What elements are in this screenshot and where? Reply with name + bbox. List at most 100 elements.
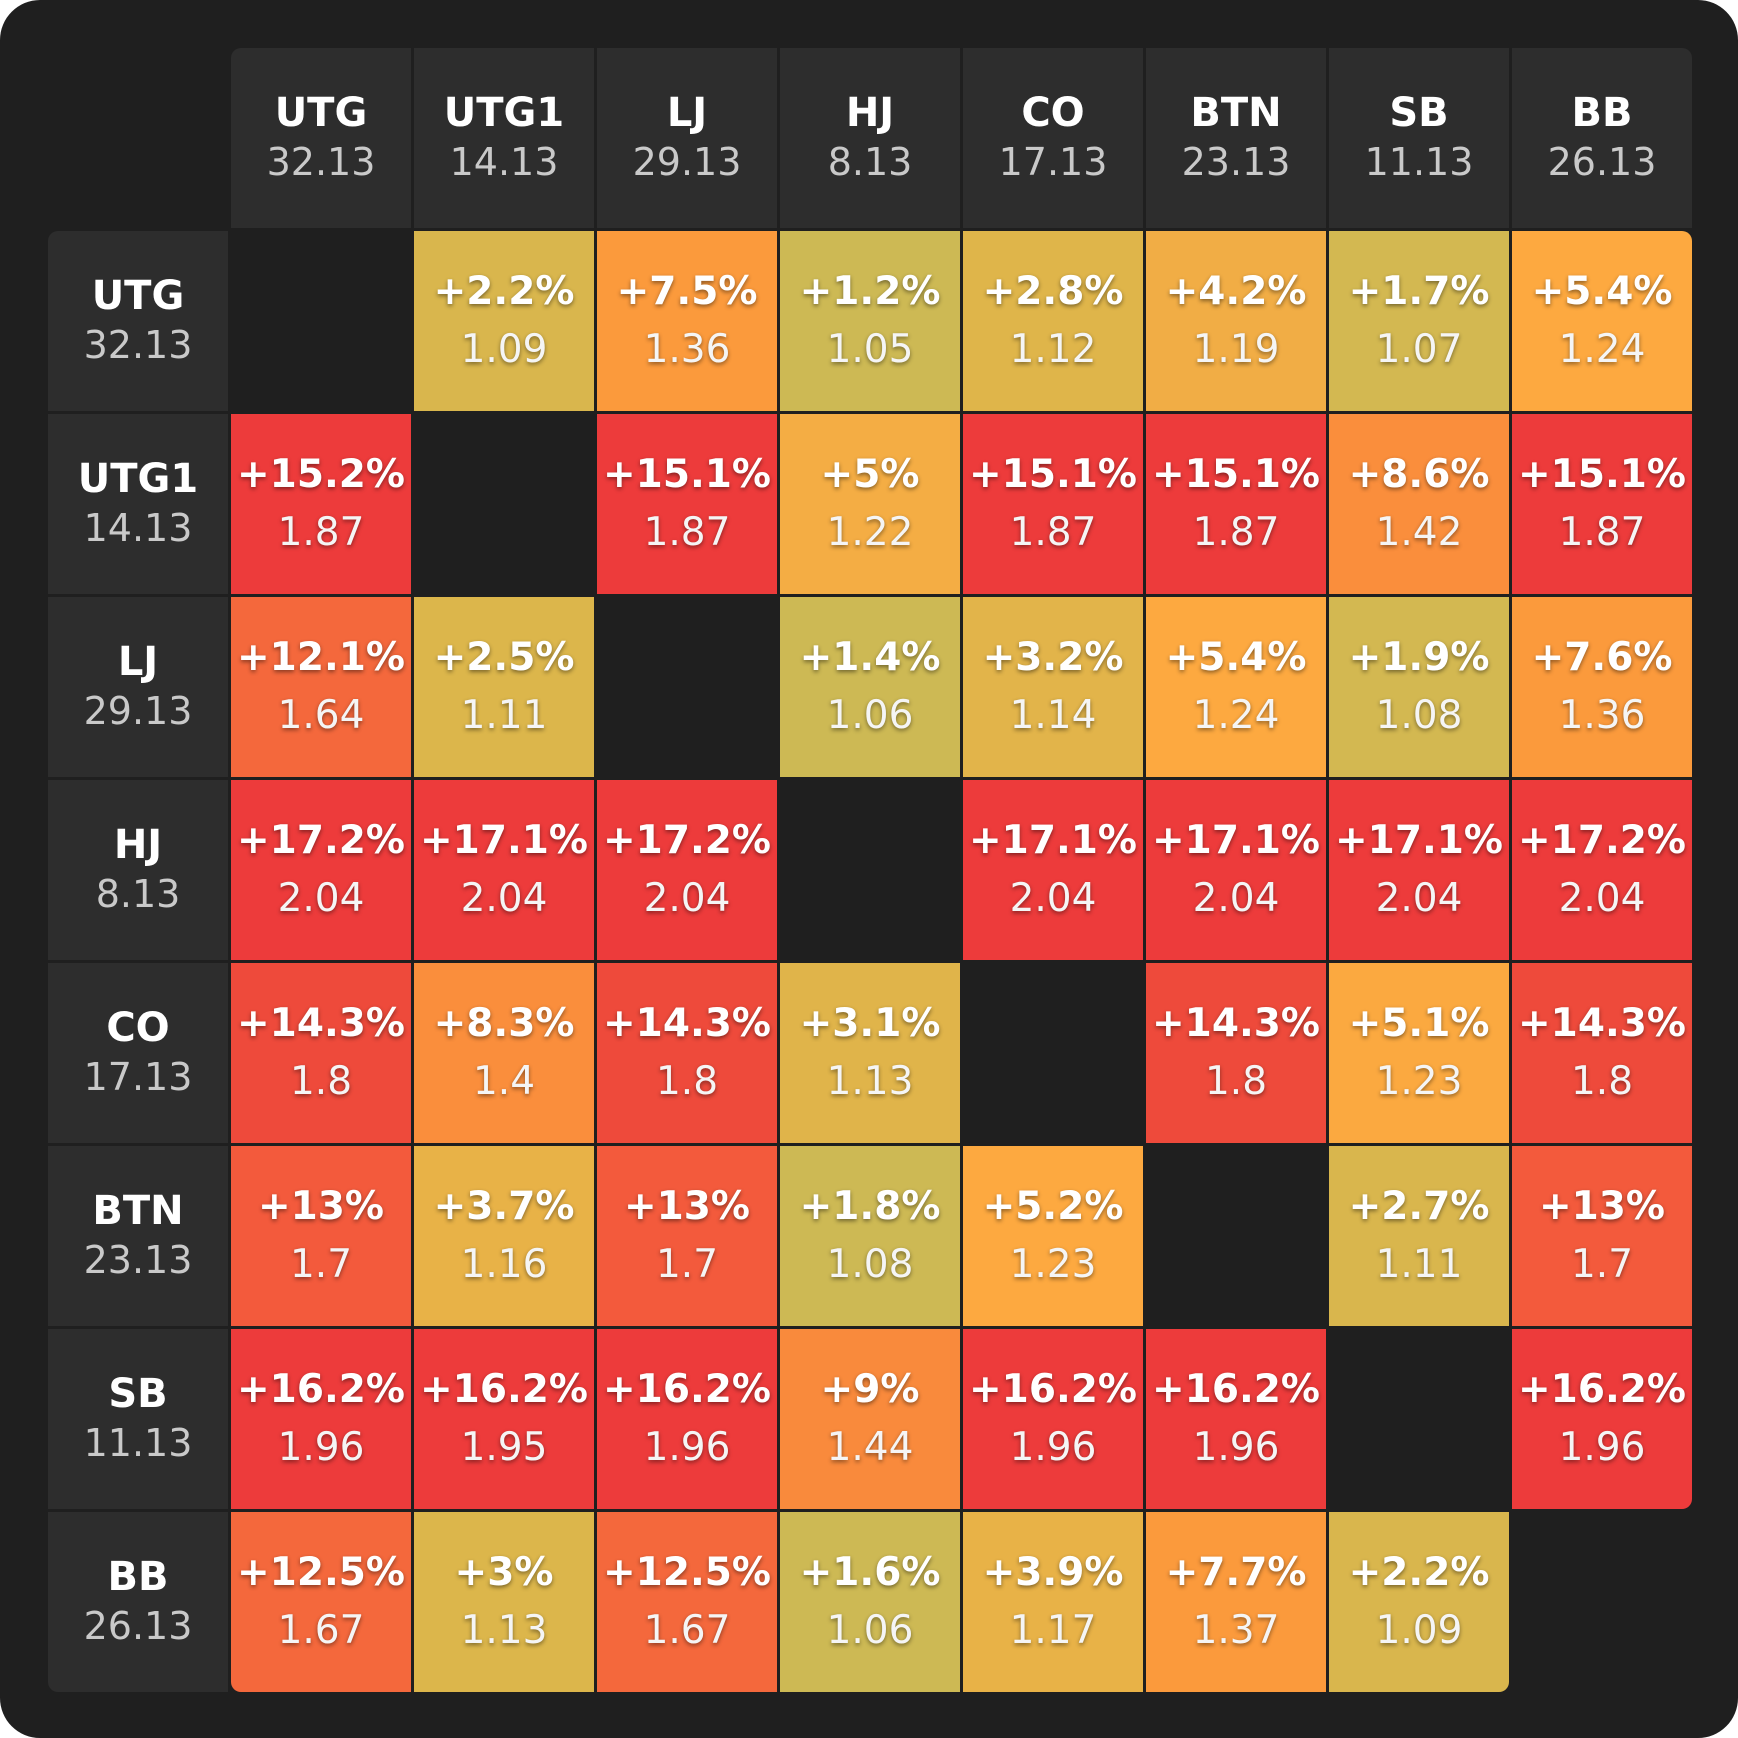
row-header-name: UTG — [91, 273, 185, 319]
column-header-stack: 17.13 — [998, 140, 1108, 184]
column-header-utg: UTG 32.13 — [231, 48, 411, 228]
heatmap-cell-hj-utg1: +17.1% 2.04 — [414, 780, 594, 960]
heatmap-cell-utg-co: +2.8% 1.12 — [963, 231, 1143, 411]
cell-multiplier: 1.67 — [643, 1608, 731, 1653]
cell-multiplier: 1.16 — [460, 1242, 548, 1287]
cell-percent: +16.2% — [420, 1367, 588, 1412]
cell-percent: +15.1% — [603, 452, 771, 497]
cell-percent: +13% — [257, 1184, 385, 1229]
heatmap-cell-co-sb: +5.1% 1.23 — [1329, 963, 1509, 1143]
heatmap-cell-sb-lj: +16.2% 1.96 — [597, 1329, 777, 1509]
heatmap-cell-bb-btn: +7.7% 1.37 — [1146, 1512, 1326, 1692]
column-header-name: UTG1 — [443, 90, 565, 136]
cell-percent: +13% — [623, 1184, 751, 1229]
cell-multiplier: 1.87 — [1558, 510, 1646, 555]
cell-percent: +12.1% — [237, 635, 405, 680]
cell-multiplier: 2.04 — [277, 876, 365, 921]
heatmap-cell-lj-hj: +1.4% 1.06 — [780, 597, 960, 777]
cell-percent: +16.2% — [603, 1367, 771, 1412]
cell-multiplier: 1.12 — [1009, 327, 1097, 372]
column-header-utg1: UTG1 14.13 — [414, 48, 594, 228]
heatmap-cell-lj-utg: +12.1% 1.64 — [231, 597, 411, 777]
cell-percent: +2.2% — [433, 269, 575, 314]
column-header-stack: 14.13 — [449, 140, 559, 184]
cell-multiplier: 1.67 — [277, 1608, 365, 1653]
cell-multiplier: 1.36 — [1558, 693, 1646, 738]
cell-percent: +17.1% — [969, 818, 1137, 863]
heatmap-cell-utg-sb: +1.7% 1.07 — [1329, 231, 1509, 411]
cell-percent: +7.5% — [616, 269, 758, 314]
cell-multiplier: 1.07 — [1375, 327, 1463, 372]
cell-percent: +7.7% — [1165, 1550, 1307, 1595]
heatmap-cell-sb-hj: +9% 1.44 — [780, 1329, 960, 1509]
row-header-bb: BB 26.13 — [48, 1512, 228, 1692]
heatmap-cell-co-utg1: +8.3% 1.4 — [414, 963, 594, 1143]
row-header-stack: 32.13 — [83, 323, 193, 367]
column-header-stack: 8.13 — [827, 140, 913, 184]
heatmap-cell-btn-utg1: +3.7% 1.16 — [414, 1146, 594, 1326]
cell-multiplier: 1.96 — [1009, 1425, 1097, 1470]
cell-multiplier: 2.04 — [643, 876, 731, 921]
row-header-co: CO 17.13 — [48, 963, 228, 1143]
cell-multiplier: 1.37 — [1192, 1608, 1280, 1653]
heatmap-cell-co-hj: +3.1% 1.13 — [780, 963, 960, 1143]
cell-multiplier: 1.8 — [289, 1059, 353, 1104]
heatmap-cell-hj-co: +17.1% 2.04 — [963, 780, 1143, 960]
row-header-utg1: UTG1 14.13 — [48, 414, 228, 594]
cell-percent: +17.2% — [603, 818, 771, 863]
heatmap-cell-sb-co: +16.2% 1.96 — [963, 1329, 1143, 1509]
row-header-name: UTG1 — [77, 456, 199, 502]
heatmap-cell-sb-bb: +16.2% 1.96 — [1512, 1329, 1692, 1509]
cell-percent: +15.1% — [1518, 452, 1686, 497]
heatmap-cell-utg-btn: +4.2% 1.19 — [1146, 231, 1326, 411]
column-header-stack: 29.13 — [632, 140, 742, 184]
cell-percent: +8.3% — [433, 1001, 575, 1046]
heatmap-cell-lj-bb: +7.6% 1.36 — [1512, 597, 1692, 777]
cell-multiplier: 1.22 — [826, 510, 914, 555]
cell-percent: +2.2% — [1348, 1550, 1490, 1595]
cell-multiplier: 1.24 — [1558, 327, 1646, 372]
heatmap-cell-btn-lj: +13% 1.7 — [597, 1146, 777, 1326]
heatmap-cell-utg1-bb: +15.1% 1.87 — [1512, 414, 1692, 594]
heatmap-cell-hj-lj: +17.2% 2.04 — [597, 780, 777, 960]
column-header-hj: HJ 8.13 — [780, 48, 960, 228]
cell-percent: +16.2% — [969, 1367, 1137, 1412]
heatmap-cell-btn-co: +5.2% 1.23 — [963, 1146, 1143, 1326]
heatmap-cell-bb-sb: +2.2% 1.09 — [1329, 1512, 1509, 1692]
cell-multiplier: 1.05 — [826, 327, 914, 372]
cell-multiplier: 1.4 — [472, 1059, 536, 1104]
row-header-btn: BTN 23.13 — [48, 1146, 228, 1326]
cell-percent: +1.8% — [799, 1184, 941, 1229]
row-header-stack: 26.13 — [83, 1604, 193, 1648]
heatmap-cell-sb-btn: +16.2% 1.96 — [1146, 1329, 1326, 1509]
heatmap-cell-hj-utg: +17.2% 2.04 — [231, 780, 411, 960]
cell-percent: +15.1% — [1152, 452, 1320, 497]
row-header-name: SB — [108, 1371, 168, 1417]
row-header-stack: 8.13 — [95, 872, 181, 916]
heatmap-cell-utg1-btn: +15.1% 1.87 — [1146, 414, 1326, 594]
heatmap-cell-lj-utg1: +2.5% 1.11 — [414, 597, 594, 777]
row-header-lj: LJ 29.13 — [48, 597, 228, 777]
column-header-bb: BB 26.13 — [1512, 48, 1692, 228]
cell-multiplier: 2.04 — [1192, 876, 1280, 921]
cell-multiplier: 1.09 — [1375, 1608, 1463, 1653]
heatmap-cell-utg-lj: +7.5% 1.36 — [597, 231, 777, 411]
cell-percent: +2.8% — [982, 269, 1124, 314]
cell-percent: +3.2% — [982, 635, 1124, 680]
cell-multiplier: 1.17 — [1009, 1608, 1097, 1653]
cell-percent: +7.6% — [1531, 635, 1673, 680]
cell-multiplier: 1.8 — [1570, 1059, 1634, 1104]
column-header-stack: 23.13 — [1181, 140, 1291, 184]
row-header-name: BB — [107, 1554, 169, 1600]
heatmap-cell-co-btn: +14.3% 1.8 — [1146, 963, 1326, 1143]
cell-percent: +14.3% — [1152, 1001, 1320, 1046]
cell-percent: +3.7% — [433, 1184, 575, 1229]
row-header-sb: SB 11.13 — [48, 1329, 228, 1509]
cell-multiplier: 1.23 — [1375, 1059, 1463, 1104]
cell-percent: +17.2% — [1518, 818, 1686, 863]
cell-percent: +17.1% — [420, 818, 588, 863]
heatmap-cell-btn-bb: +13% 1.7 — [1512, 1146, 1692, 1326]
cell-percent: +2.7% — [1348, 1184, 1490, 1229]
cell-percent: +5.1% — [1348, 1001, 1490, 1046]
cell-percent: +15.2% — [237, 452, 405, 497]
